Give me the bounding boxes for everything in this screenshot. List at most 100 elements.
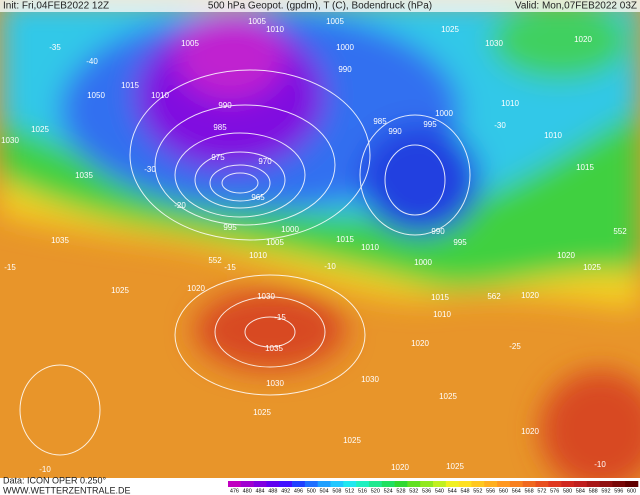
colorbar-label: 596 bbox=[614, 488, 623, 494]
colorbar-label: 492 bbox=[281, 488, 290, 494]
isobar-label: 1015 bbox=[576, 163, 594, 172]
isobar-label: 1010 bbox=[361, 243, 379, 252]
colorbar-label: 528 bbox=[396, 488, 405, 494]
isobar-label: 1030 bbox=[257, 292, 275, 301]
colorbar-swatch bbox=[509, 481, 523, 487]
colorbar-label: 556 bbox=[486, 488, 495, 494]
colorbar-label: 580 bbox=[563, 488, 572, 494]
colorbar-swatch bbox=[599, 481, 613, 487]
temperature-label: -30 bbox=[144, 165, 156, 174]
colorbar-label: 548 bbox=[460, 488, 469, 494]
isobar-label: 1025 bbox=[446, 462, 464, 471]
isobar-label: 995 bbox=[223, 223, 237, 232]
colorbar-label: 560 bbox=[499, 488, 508, 494]
colorbar-swatch bbox=[228, 481, 242, 487]
colorbar-label: 524 bbox=[384, 488, 393, 494]
isobar-label: 1010 bbox=[544, 131, 562, 140]
site: WWW.WETTERZENTRALE.DE bbox=[3, 485, 131, 495]
colorbar-swatch bbox=[548, 481, 562, 487]
colorbar-label: 484 bbox=[255, 488, 264, 494]
temperature-label: -40 bbox=[86, 57, 98, 66]
colorbar-swatch bbox=[253, 481, 267, 487]
isobar-label: 1005 bbox=[326, 17, 344, 26]
isobar-label: 965 bbox=[251, 193, 265, 202]
init-time: Init: Fri,04FEB2022 12Z bbox=[3, 1, 109, 12]
temperature-label: -15 bbox=[274, 313, 286, 322]
colorbar-label: 496 bbox=[294, 488, 303, 494]
colorbar-label: 504 bbox=[320, 488, 329, 494]
colorbar-label: 576 bbox=[550, 488, 559, 494]
colorbar-swatch bbox=[240, 481, 254, 487]
colorbar-swatch bbox=[561, 481, 575, 487]
isobar-label: 1025 bbox=[583, 263, 601, 272]
isobar-label: 1015 bbox=[431, 293, 449, 302]
isobar-label: 985 bbox=[213, 123, 227, 132]
isobar-label: 990 bbox=[218, 101, 232, 110]
temperature-label: -30 bbox=[494, 121, 506, 130]
temperature-label: -20 bbox=[174, 201, 186, 210]
colorbar-swatch bbox=[471, 481, 485, 487]
colorbar: 476 480 484 488 492 496 500 504 508 512 516 520 524 5… bbox=[228, 481, 639, 494]
isobar-label: 990 bbox=[431, 227, 445, 236]
colorbar-swatch bbox=[343, 481, 357, 487]
colorbar-label: 500 bbox=[307, 488, 316, 494]
isobar-label: 1030 bbox=[1, 136, 19, 145]
colorbar-swatch bbox=[445, 481, 459, 487]
temperature-label: -10 bbox=[594, 460, 606, 469]
colorbar-label: 532 bbox=[409, 488, 418, 494]
colorbar-label: 480 bbox=[243, 488, 252, 494]
header-bar bbox=[0, 0, 640, 12]
isobar-label: 1035 bbox=[265, 344, 283, 353]
isobar-label: 1050 bbox=[87, 91, 105, 100]
temperature-label: -35 bbox=[49, 43, 61, 52]
temperature-label: -10 bbox=[324, 262, 336, 271]
colorbar-label: 512 bbox=[345, 488, 354, 494]
isobar-label: 1000 bbox=[435, 109, 453, 118]
colorbar-label: 488 bbox=[268, 488, 277, 494]
colorbar-label: 588 bbox=[589, 488, 598, 494]
colorbar-label: 544 bbox=[448, 488, 457, 494]
isobar-label: 1000 bbox=[336, 43, 354, 52]
geopotential-label: 552 bbox=[613, 227, 627, 236]
temperature-label: -25 bbox=[509, 342, 521, 351]
isobar-label: 1025 bbox=[31, 125, 49, 134]
isobar-label: 990 bbox=[388, 127, 402, 136]
isobar-label: 1015 bbox=[121, 81, 139, 90]
colorbar-swatch bbox=[381, 481, 395, 487]
isobar-label: 1005 bbox=[181, 39, 199, 48]
isobar-label: 1010 bbox=[266, 25, 284, 34]
colorbar-label: 520 bbox=[371, 488, 380, 494]
isobar-label: 1030 bbox=[266, 379, 284, 388]
colorbar-swatch bbox=[317, 481, 331, 487]
colorbar-swatch bbox=[458, 481, 472, 487]
colorbar-label: 508 bbox=[332, 488, 341, 494]
colorbar-label: 592 bbox=[601, 488, 610, 494]
isobar-label: 1005 bbox=[266, 238, 284, 247]
colorbar-swatch bbox=[612, 481, 626, 487]
colorbar-label: 584 bbox=[576, 488, 585, 494]
isobar-label: 1005 bbox=[248, 17, 266, 26]
colorbar-swatch bbox=[484, 481, 498, 487]
colorbar-swatch bbox=[420, 481, 434, 487]
colorbar-swatch bbox=[407, 481, 421, 487]
isobar-label: 1025 bbox=[439, 392, 457, 401]
colorbar-swatch bbox=[292, 481, 306, 487]
isobar-label: 1000 bbox=[414, 258, 432, 267]
isobar-label: 1010 bbox=[151, 91, 169, 100]
isobar-label: 1010 bbox=[433, 310, 451, 319]
colorbar-swatch bbox=[279, 481, 293, 487]
isobar-label: 1025 bbox=[441, 25, 459, 34]
colorbar-label: 572 bbox=[537, 488, 546, 494]
isobar-label: 1020 bbox=[521, 291, 539, 300]
colorbar-swatch bbox=[497, 481, 511, 487]
colorbar-label: 540 bbox=[435, 488, 444, 494]
colorbar-label: 516 bbox=[358, 488, 367, 494]
isobar-label: 1025 bbox=[253, 408, 271, 417]
temperature-label: -10 bbox=[39, 465, 51, 474]
isobar-label: 1025 bbox=[111, 286, 129, 295]
isobar-label: 1000 bbox=[281, 225, 299, 234]
valid-time: Valid: Mon,07FEB2022 03Z bbox=[515, 1, 637, 12]
isobar-label: 1010 bbox=[501, 99, 519, 108]
geopotential-label: 562 bbox=[487, 292, 501, 301]
